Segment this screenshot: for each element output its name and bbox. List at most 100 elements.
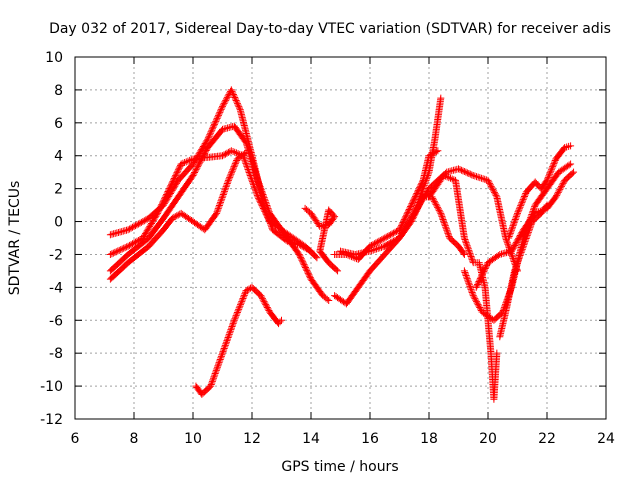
- data-point: [546, 204, 548, 206]
- data-point: [463, 270, 466, 272]
- data-point: [490, 352, 492, 354]
- data-point: [206, 156, 209, 159]
- data-point: [484, 286, 486, 289]
- data-point: [142, 237, 144, 239]
- data-point: [327, 224, 330, 226]
- data-point: [504, 311, 507, 313]
- y-tick-label: -6: [49, 313, 63, 329]
- data-point: [475, 286, 478, 289]
- data-point: [333, 253, 336, 256]
- data-point: [383, 253, 386, 256]
- data-point: [516, 212, 519, 215]
- y-axis-label: SDTVAR / TECUs: [7, 181, 23, 296]
- y-tick-label: -12: [40, 412, 63, 428]
- data-point: [440, 212, 442, 215]
- data-point: [383, 237, 386, 239]
- data-point: [383, 245, 386, 248]
- data-point: [478, 261, 480, 264]
- data-point: [109, 278, 112, 280]
- data-point: [472, 261, 475, 264]
- x-tick-label: 22: [538, 431, 556, 447]
- data-point: [230, 149, 233, 152]
- data-point: [192, 174, 194, 177]
- data-point: [534, 204, 536, 206]
- data-point: [221, 154, 224, 157]
- data-point: [239, 108, 241, 111]
- series-track-15: [496, 201, 551, 341]
- data-point: [507, 237, 510, 239]
- data-point: [257, 179, 259, 182]
- data-point: [221, 128, 224, 131]
- series-track-14: [505, 142, 575, 242]
- data-point: [499, 253, 501, 256]
- data-point: [410, 220, 413, 223]
- x-tick-label: 24: [597, 431, 615, 447]
- x-tick-label: 18: [420, 431, 438, 447]
- data-point: [463, 253, 466, 256]
- data-point: [345, 303, 348, 305]
- data-point: [487, 319, 489, 322]
- data-point: [322, 294, 324, 297]
- data-point: [563, 179, 566, 182]
- data-points: [106, 86, 578, 403]
- data-point: [147, 245, 150, 248]
- data-point: [245, 141, 247, 144]
- series-track-3: [106, 147, 333, 305]
- data-point: [310, 212, 312, 215]
- data-point: [339, 250, 342, 252]
- x-tick-label: 16: [361, 431, 379, 447]
- data-point: [192, 220, 194, 223]
- data-point: [522, 228, 525, 231]
- data-point: [558, 171, 560, 173]
- x-axis-label: GPS time / hours: [281, 459, 398, 475]
- y-tick-label: 4: [54, 149, 63, 165]
- data-point: [354, 253, 357, 256]
- data-point: [463, 237, 466, 239]
- data-point: [156, 212, 159, 215]
- data-point: [496, 196, 498, 198]
- data-point: [410, 204, 413, 206]
- data-point: [319, 225, 321, 228]
- data-point: [546, 179, 548, 182]
- data-point: [127, 228, 129, 231]
- data-point: [369, 245, 371, 248]
- data-point: [434, 187, 436, 190]
- data-point: [251, 286, 253, 289]
- data-point: [445, 171, 448, 173]
- y-tick-label: -10: [40, 379, 63, 395]
- data-point: [257, 196, 259, 198]
- data-point: [487, 179, 489, 182]
- data-point: [546, 187, 548, 190]
- data-point: [563, 146, 566, 149]
- chart-title: Day 032 of 2017, Sidereal Day-to-day VTE…: [49, 21, 611, 37]
- data-point: [227, 179, 230, 182]
- data-point: [357, 286, 360, 289]
- data-point: [233, 319, 236, 322]
- data-point: [472, 294, 475, 297]
- data-point: [531, 220, 534, 223]
- data-point: [457, 245, 460, 248]
- y-tick-label: 6: [54, 116, 63, 132]
- data-point: [333, 215, 336, 218]
- data-point: [180, 163, 182, 165]
- data-point: [168, 187, 171, 190]
- data-point: [422, 187, 424, 190]
- data-point: [522, 245, 525, 248]
- data-point: [457, 168, 460, 170]
- data-point: [555, 196, 557, 198]
- data-point: [487, 261, 489, 264]
- data-point: [481, 311, 483, 313]
- data-point: [422, 196, 424, 198]
- data-point: [327, 209, 330, 211]
- data-point: [369, 250, 371, 252]
- data-point: [195, 385, 197, 387]
- data-point: [192, 158, 194, 160]
- series-track-4: [106, 148, 250, 283]
- data-point: [357, 258, 360, 261]
- data-point: [298, 253, 301, 256]
- data-point: [109, 253, 112, 256]
- data-point: [569, 145, 572, 147]
- data-point: [280, 319, 283, 322]
- data-point: [233, 125, 236, 127]
- y-tick-label: 10: [45, 50, 63, 66]
